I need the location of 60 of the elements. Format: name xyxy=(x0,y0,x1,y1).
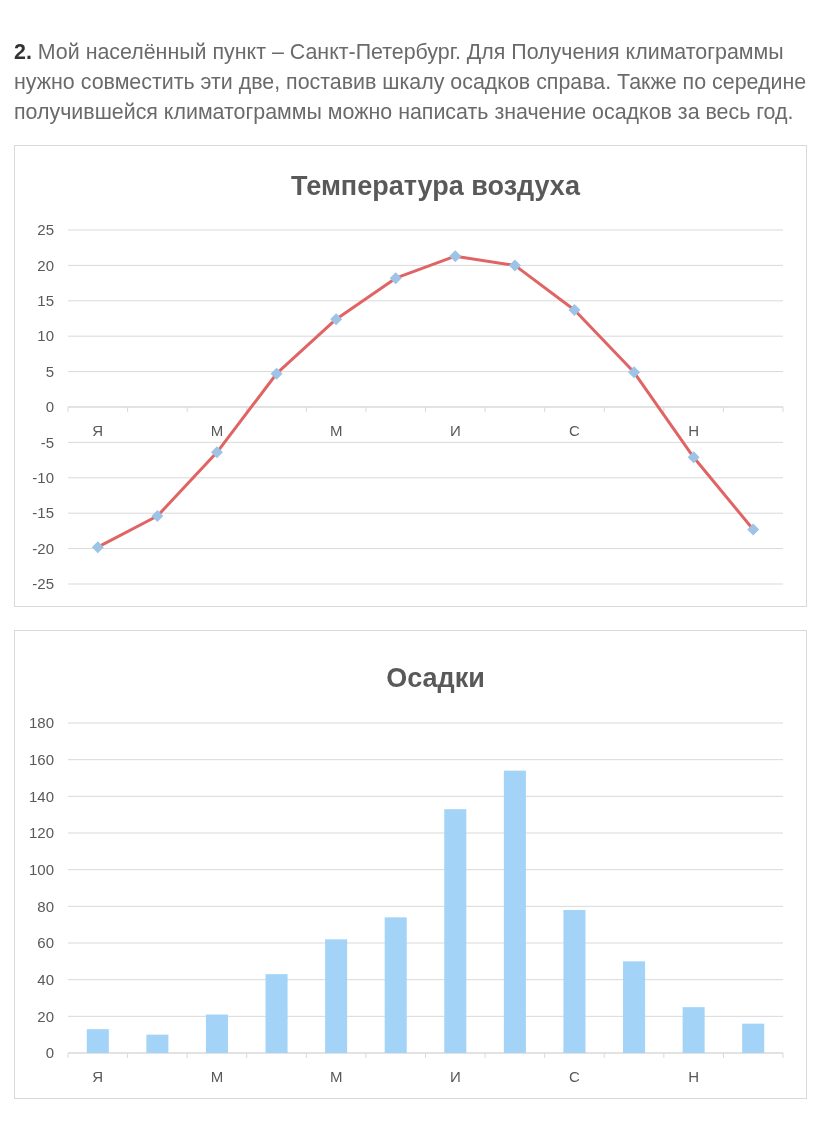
x-tick-label: М xyxy=(210,422,224,439)
x-tick-label: С xyxy=(569,1068,581,1085)
y-tick-label: 10 xyxy=(37,327,54,345)
x-tick-label: Н xyxy=(688,1068,700,1085)
y-tick-label: 15 xyxy=(37,292,54,310)
point xyxy=(568,304,581,316)
y-tick-label: 0 xyxy=(45,398,54,416)
bar xyxy=(384,917,407,1053)
y-tick-label: -25 xyxy=(32,575,54,593)
y-tick-label: 180 xyxy=(28,714,54,732)
x-tick-label: Я xyxy=(92,422,104,439)
point xyxy=(687,451,700,464)
y-tick-label: 25 xyxy=(37,221,54,239)
x-tick-label: С xyxy=(569,422,581,439)
y-tick-label: 40 xyxy=(37,970,54,988)
point xyxy=(389,272,402,285)
y-tick-label: 140 xyxy=(28,787,54,805)
text: 2. Мой населённый пункт – Санкт-Петербург. Для Получения климатограммы нужно совместить эти две, поставив шкалу осадков справа. Также по середине получившейся климатограммы можно написать значение осадков за весь год. xyxy=(14,40,807,124)
y-tick-label: 120 xyxy=(28,824,54,842)
bar xyxy=(444,809,467,1053)
y-tick-label: -5 xyxy=(40,433,54,451)
y-tick-label: 100 xyxy=(28,860,54,878)
chart-title: Температура воздуха xyxy=(291,171,581,201)
point xyxy=(91,541,104,554)
y-tick-label: 60 xyxy=(37,934,54,952)
x-tick-label: Я xyxy=(92,1068,104,1085)
y-tick-label: 5 xyxy=(45,362,54,380)
y-tick-label: -15 xyxy=(32,504,54,522)
x-tick-label: И xyxy=(449,422,461,439)
y-tick-label: -20 xyxy=(32,539,54,557)
point xyxy=(151,510,164,523)
bar xyxy=(563,910,586,1053)
x-tick-label: И xyxy=(449,1068,461,1085)
point xyxy=(210,446,223,459)
point xyxy=(449,250,462,263)
y-tick-label: 0 xyxy=(45,1044,54,1062)
y-tick-label: 20 xyxy=(37,256,54,274)
y-tick-label: -10 xyxy=(32,469,54,487)
bar xyxy=(146,1034,169,1053)
bar xyxy=(623,961,646,1053)
bar xyxy=(682,1007,705,1053)
bar xyxy=(742,1023,765,1053)
point xyxy=(747,523,760,536)
x-tick-label: М xyxy=(329,422,343,439)
bar xyxy=(325,939,348,1053)
x-tick-label: Н xyxy=(688,422,700,439)
bar xyxy=(205,1014,228,1053)
x-tick-label: М xyxy=(210,1068,224,1085)
point xyxy=(330,313,343,326)
y-tick-label: 80 xyxy=(37,897,54,915)
x-tick-label: М xyxy=(329,1068,343,1085)
bar xyxy=(265,974,288,1053)
bar xyxy=(86,1029,109,1053)
chart-title: Осадки xyxy=(386,663,485,693)
point xyxy=(628,366,641,379)
y-tick-label: 160 xyxy=(28,750,54,768)
y-tick-label: 20 xyxy=(37,1007,54,1025)
point xyxy=(508,259,521,272)
point xyxy=(270,367,283,380)
bar xyxy=(503,770,526,1053)
